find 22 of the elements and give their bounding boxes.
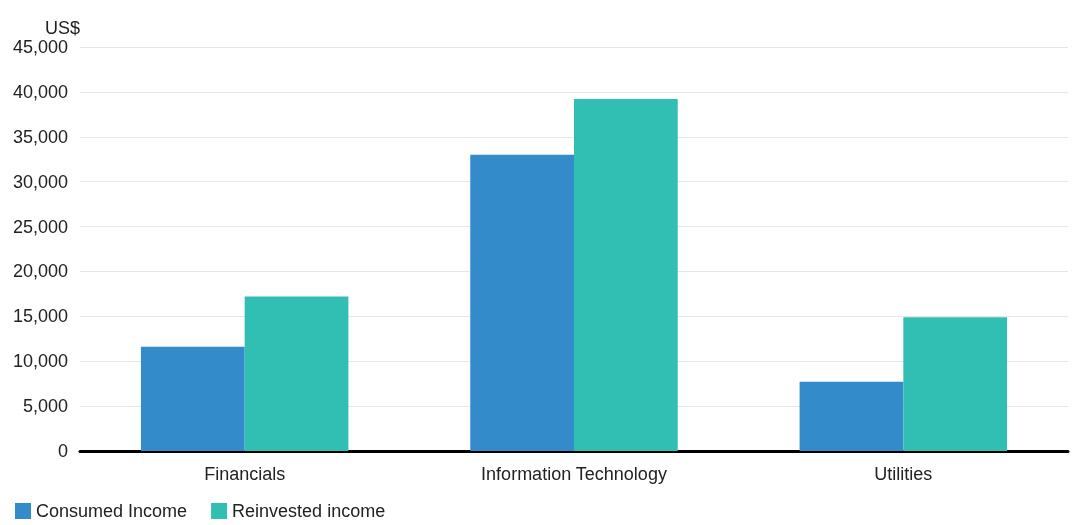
y-tick-label: 30,000 — [12, 171, 68, 192]
x-tick-label: Utilities — [874, 464, 933, 484]
x-tick-label: Financials — [204, 464, 286, 484]
y-tick-label: 10,000 — [12, 351, 68, 372]
bar — [799, 381, 904, 451]
y-tick-label: 20,000 — [12, 261, 68, 282]
legend-label: Consumed Income — [36, 501, 188, 521]
y-tick-label: 5,000 — [22, 396, 68, 417]
x-tick-label: Information Technology — [481, 464, 667, 484]
y-tick-label: 25,000 — [12, 216, 68, 237]
bar — [903, 317, 1008, 451]
bar — [574, 99, 678, 451]
bar — [244, 296, 349, 451]
bar — [140, 346, 245, 451]
y-axis-title: US$ — [44, 18, 80, 38]
y-tick-label: 0 — [57, 441, 68, 461]
y-tick-label: 15,000 — [12, 306, 68, 327]
bar — [470, 154, 574, 451]
legend-label: Reinvested income — [232, 501, 386, 521]
y-tick-label: 40,000 — [12, 81, 68, 102]
y-tick-label: 45,000 — [12, 37, 68, 57]
y-tick-label: 35,000 — [12, 126, 68, 147]
